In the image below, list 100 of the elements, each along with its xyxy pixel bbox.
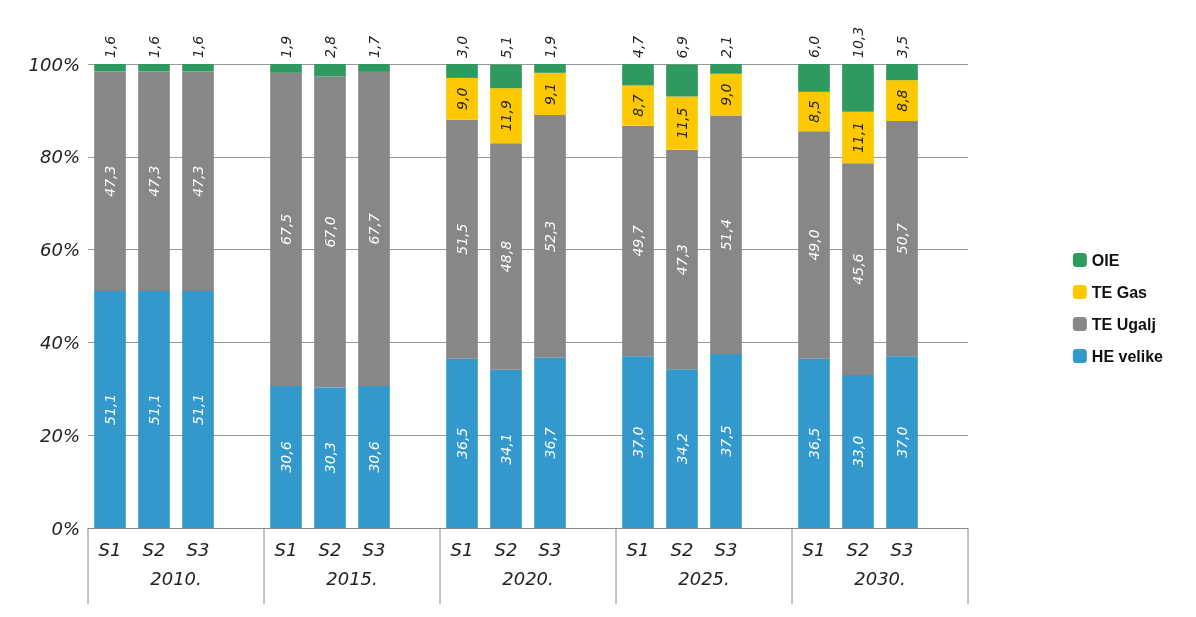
data-label: 30,6 — [366, 441, 382, 473]
data-label: 1,9 — [278, 35, 294, 58]
data-label: 48,8 — [498, 240, 514, 273]
bar — [534, 357, 566, 528]
bar — [710, 73, 742, 116]
data-label: 8,8 — [894, 89, 910, 112]
data-label: 34,2 — [674, 432, 690, 465]
data-label: 8,5 — [806, 100, 822, 123]
bar — [358, 64, 390, 72]
bar — [798, 91, 830, 132]
bar — [666, 369, 698, 528]
bar — [798, 131, 830, 359]
data-label: 2,8 — [322, 35, 338, 58]
data-label: 1,6 — [102, 35, 118, 58]
bar — [622, 64, 654, 86]
bar — [138, 290, 170, 528]
bar — [798, 64, 830, 92]
bar — [886, 64, 918, 81]
bar — [358, 71, 390, 387]
data-label: 30,3 — [322, 442, 338, 474]
text: 2010. — [150, 567, 202, 589]
data-label: 51,1 — [146, 393, 162, 426]
bar — [666, 96, 698, 150]
bar — [842, 374, 874, 528]
x-tick-label: S2 — [670, 538, 694, 560]
y-tick-label: 0% — [51, 517, 80, 539]
data-label: 67,0 — [322, 216, 338, 248]
bar — [94, 64, 126, 72]
legend-label: OIE — [1091, 251, 1120, 269]
data-label: 36,7 — [542, 427, 558, 459]
data-label: 52,3 — [542, 220, 558, 252]
bar — [886, 80, 918, 122]
bar — [622, 85, 654, 126]
bar — [666, 64, 698, 97]
data-label: 33,0 — [850, 435, 866, 468]
bar — [182, 64, 214, 72]
data-label: 6,0 — [806, 35, 822, 58]
y-tick-label: 100% — [28, 53, 80, 75]
bar — [710, 115, 742, 354]
x-tick-label: S2 — [142, 538, 166, 560]
bar — [138, 71, 170, 291]
x-tick-label: S2 — [494, 538, 518, 560]
bar — [358, 386, 390, 528]
bar — [94, 290, 126, 528]
data-label: 11,5 — [674, 107, 690, 139]
data-label: 49,0 — [806, 229, 822, 261]
data-label: 49,7 — [630, 225, 646, 257]
legend-label: TE Ugalj — [1091, 315, 1156, 333]
bar — [710, 354, 742, 528]
data-label: 47,3 — [102, 165, 118, 197]
data-label: 2,1 — [718, 35, 734, 58]
data-label: 30,6 — [278, 441, 294, 473]
bar — [270, 386, 302, 528]
bar — [446, 77, 478, 120]
bar — [314, 76, 346, 388]
data-label: 37,0 — [630, 426, 646, 458]
x-tick-label: S3 — [714, 538, 738, 560]
x-tick-label: S1 — [626, 538, 650, 560]
bar — [446, 119, 478, 359]
bar — [622, 125, 654, 357]
data-label: 45,6 — [850, 253, 866, 285]
data-label: 37,5 — [718, 425, 734, 457]
data-label: 67,5 — [278, 213, 294, 245]
bar — [842, 111, 874, 164]
bar — [886, 121, 918, 357]
text: 2025. — [678, 567, 730, 589]
x-tick-label: S3 — [538, 538, 562, 560]
bar — [666, 149, 698, 370]
x-tick-label: S1 — [802, 538, 826, 560]
x-tick-label: S2 — [846, 538, 870, 560]
bar — [138, 64, 170, 72]
bar — [710, 64, 742, 74]
bar — [94, 71, 126, 291]
bar — [270, 72, 302, 387]
bar — [886, 356, 918, 528]
data-label: 51,5 — [454, 223, 470, 255]
data-label: 51,4 — [718, 219, 734, 251]
data-label: 3,0 — [454, 35, 470, 58]
bar — [446, 64, 478, 78]
data-label: 8,7 — [630, 94, 646, 117]
x-tick-label: S1 — [98, 538, 122, 560]
bar — [842, 163, 874, 375]
data-label: 4,7 — [630, 35, 646, 58]
bar — [314, 387, 346, 528]
bar — [314, 64, 346, 77]
bar — [270, 64, 302, 73]
data-label: 51,1 — [190, 393, 206, 426]
data-label: 11,9 — [498, 100, 514, 132]
text: 2030. — [854, 567, 906, 589]
legend-label: TE Gas — [1091, 283, 1148, 301]
x-tick-label: S1 — [274, 538, 298, 560]
bar — [842, 64, 874, 112]
data-label: 47,3 — [146, 165, 162, 197]
bar — [534, 64, 566, 73]
data-label: 47,3 — [190, 165, 206, 197]
y-tick-label: 40% — [39, 331, 80, 353]
bar — [490, 88, 522, 144]
data-label: 36,5 — [454, 427, 470, 459]
x-tick-label: S3 — [890, 538, 914, 560]
data-label: 5,1 — [498, 36, 514, 59]
